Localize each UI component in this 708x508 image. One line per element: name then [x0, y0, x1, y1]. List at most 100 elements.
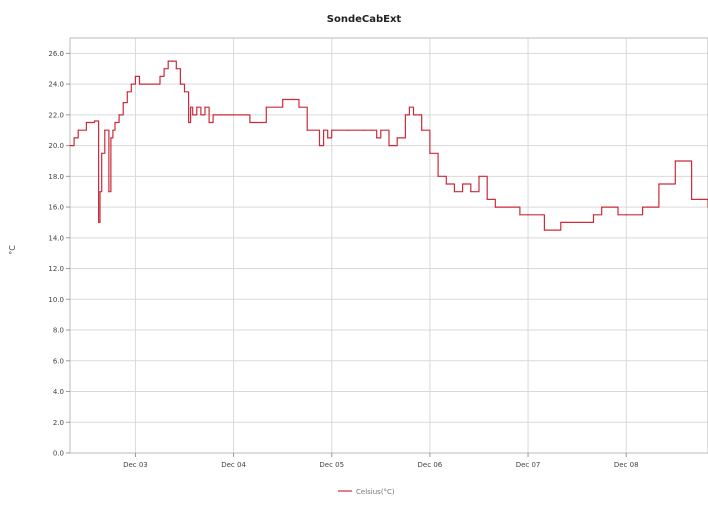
y-axis-ticks: 0.0 2.0 4.0 6.0 8.0 10.0 12.0 14.0 16.0 18.0 20.0 2… [48, 50, 70, 458]
data-point [592, 214, 595, 216]
data-point [527, 214, 529, 216]
data-point [204, 106, 206, 108]
data-point [625, 214, 627, 216]
data-point [437, 175, 439, 177]
data-point [511, 206, 513, 208]
y-tick-label: 4.0 [53, 388, 64, 396]
plot-area-frame [69, 37, 708, 454]
data-point [412, 114, 415, 116]
data-point [232, 114, 235, 116]
data-point [445, 183, 447, 185]
data-point [404, 114, 406, 116]
data-point [159, 75, 161, 78]
data-point [212, 114, 214, 116]
y-tick-label: 22.0 [48, 111, 64, 119]
data-point [470, 191, 472, 193]
data-point [73, 137, 75, 139]
data-point [347, 129, 349, 131]
data-point [101, 152, 103, 154]
data-point [224, 114, 227, 116]
data-point [110, 137, 112, 139]
data-point [151, 83, 153, 85]
data-point [388, 144, 390, 147]
x-tick-label: Dec 03 [123, 461, 148, 469]
data-point [126, 91, 128, 93]
data-point [175, 68, 177, 70]
data-point [421, 129, 423, 131]
data-point [282, 98, 284, 101]
data-point [372, 129, 374, 131]
y-tick-label: 24.0 [48, 81, 64, 89]
data-point [318, 144, 321, 147]
data-point [77, 129, 79, 131]
data-point [93, 120, 96, 122]
y-axis-label: °C [8, 245, 17, 255]
data-point [143, 83, 145, 85]
data-point [486, 198, 488, 200]
data-point [249, 121, 251, 124]
data-point [478, 175, 480, 177]
data-point [216, 114, 218, 116]
data-point [396, 137, 398, 139]
y-tick-label: 16.0 [48, 204, 64, 212]
y-tick-label: 14.0 [48, 234, 64, 242]
data-point [69, 144, 71, 147]
data-point [108, 191, 110, 193]
data-point [322, 129, 325, 131]
data-point [188, 121, 190, 124]
data-point [601, 206, 603, 208]
data-point [453, 191, 456, 193]
x-tick-label: Dec 05 [319, 461, 344, 469]
y-tick-label: 0.0 [53, 450, 64, 458]
data-point [265, 106, 267, 108]
data-point [196, 106, 198, 108]
legend: Celsius(°C) [338, 488, 395, 496]
data-point [183, 91, 186, 93]
data-point [462, 183, 464, 185]
chart-title: SondeCabExt [327, 14, 402, 25]
data-point [691, 198, 693, 200]
x-tick-label: Dec 06 [418, 461, 443, 469]
data-point [112, 129, 114, 131]
data-point [134, 75, 137, 78]
y-tick-label: 12.0 [48, 265, 64, 273]
data-point [617, 214, 619, 216]
data-point [298, 106, 300, 108]
x-tick-label: Dec 08 [614, 461, 639, 469]
legend-label: Celsius(°C) [356, 488, 395, 496]
data-point [306, 129, 308, 131]
y-tick-label: 18.0 [48, 173, 64, 181]
data-point [609, 206, 611, 208]
y-tick-label: 10.0 [48, 296, 64, 304]
data-point [85, 121, 87, 124]
data-point [99, 191, 101, 193]
x-axis-ticks: Dec 03 Dec 04 Dec 05 Dec 06 Dec 07 Dec 08 [123, 453, 639, 469]
x-tick-label: Dec 04 [221, 461, 246, 469]
data-point [376, 137, 378, 139]
data-point [190, 106, 192, 108]
data-point [380, 129, 382, 131]
data-point [200, 114, 202, 116]
data-point [658, 183, 660, 185]
data-point [641, 206, 644, 208]
data-point [179, 83, 182, 85]
series-layer [69, 60, 708, 231]
data-point [408, 106, 411, 108]
data-point [138, 83, 141, 85]
y-tick-label: 2.0 [53, 419, 64, 427]
data-point [502, 206, 505, 208]
data-point [363, 129, 366, 131]
data-point [192, 114, 194, 116]
data-point [122, 101, 124, 104]
data-point [104, 129, 106, 131]
data-point [429, 152, 431, 154]
y-tick-label: 6.0 [53, 357, 64, 365]
data-point [576, 221, 578, 224]
data-point [327, 137, 329, 139]
x-tick-label: Dec 07 [516, 461, 541, 469]
grid [70, 38, 708, 454]
data-point [331, 129, 333, 131]
data-point [167, 60, 169, 62]
